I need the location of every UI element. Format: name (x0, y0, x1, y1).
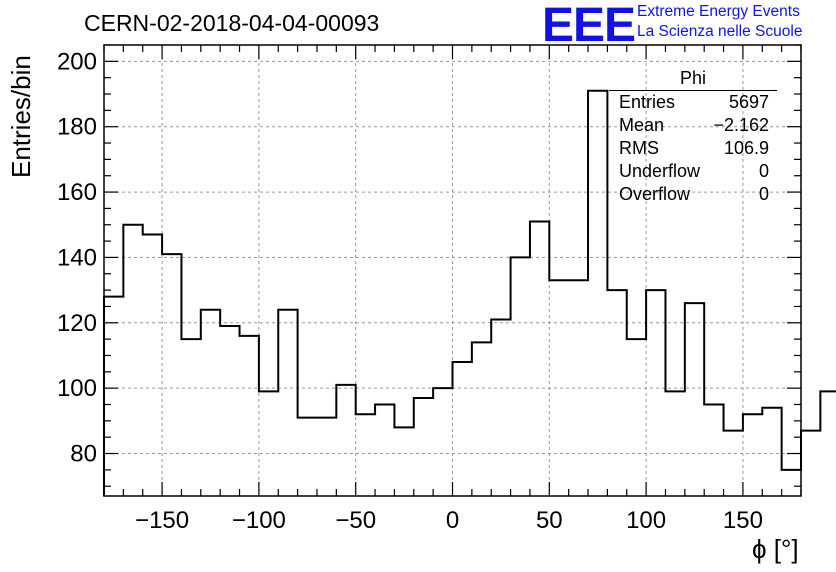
x-tick-label: −150 (135, 507, 189, 534)
stats-label: Entries (619, 92, 676, 112)
y-tick-label: 200 (57, 48, 97, 75)
stats-label: Underflow (619, 161, 701, 181)
y-tick-label: 180 (57, 114, 97, 141)
stats-label: Mean (619, 115, 665, 135)
y-tick-labels: 80 100 120 140 160 180 200 (57, 48, 97, 467)
logo-line-2: La Scienza nelle Scuole (637, 23, 803, 40)
stats-value: 5697 (728, 92, 769, 112)
stats-row-underflow: Underflow 0 (609, 160, 777, 183)
y-tick-label: 140 (57, 244, 97, 271)
stats-label: Overflow (619, 184, 691, 204)
eee-logo: EEE (542, 0, 636, 52)
histogram-line (103, 89, 836, 496)
x-tick-label: 50 (536, 507, 563, 534)
run-title: CERN-02-2018-04-04-00093 (84, 10, 380, 36)
x-tick-label: 100 (626, 507, 666, 534)
stats-row-rms: RMS 106.9 (609, 137, 777, 160)
y-tick-label: 80 (70, 441, 97, 468)
y-axis-label: Entries/bin (6, 55, 36, 178)
x-tick-label: 150 (723, 507, 763, 534)
stats-row-entries: Entries 5697 (609, 91, 777, 114)
x-tick-label: −100 (232, 507, 286, 534)
x-tick-labels: −150 −100 −50 0 50 100 150 (135, 507, 763, 534)
axis-ticks (103, 44, 802, 496)
stats-label: RMS (619, 138, 659, 158)
y-tick-label: 100 (57, 375, 97, 402)
logo-line-1: Extreme Energy Events (637, 3, 800, 20)
stats-title: Phi (609, 68, 777, 91)
stats-row-mean: Mean −2.162 (609, 114, 777, 137)
y-tick-label: 120 (57, 310, 97, 337)
x-axis-label: ϕ [°] (752, 534, 799, 564)
stats-row-overflow: Overflow 0 (609, 183, 777, 206)
y-tick-label: 160 (57, 179, 97, 206)
stats-box: Phi Entries 5697 Mean −2.162 RMS 106.9 U… (609, 68, 777, 206)
x-tick-label: −50 (335, 507, 376, 534)
stats-value: 0 (758, 161, 769, 181)
stats-value: 0 (758, 184, 769, 204)
x-tick-label: 0 (446, 507, 459, 534)
stats-value: 106.9 (723, 138, 769, 158)
stats-value: −2.162 (713, 115, 769, 135)
